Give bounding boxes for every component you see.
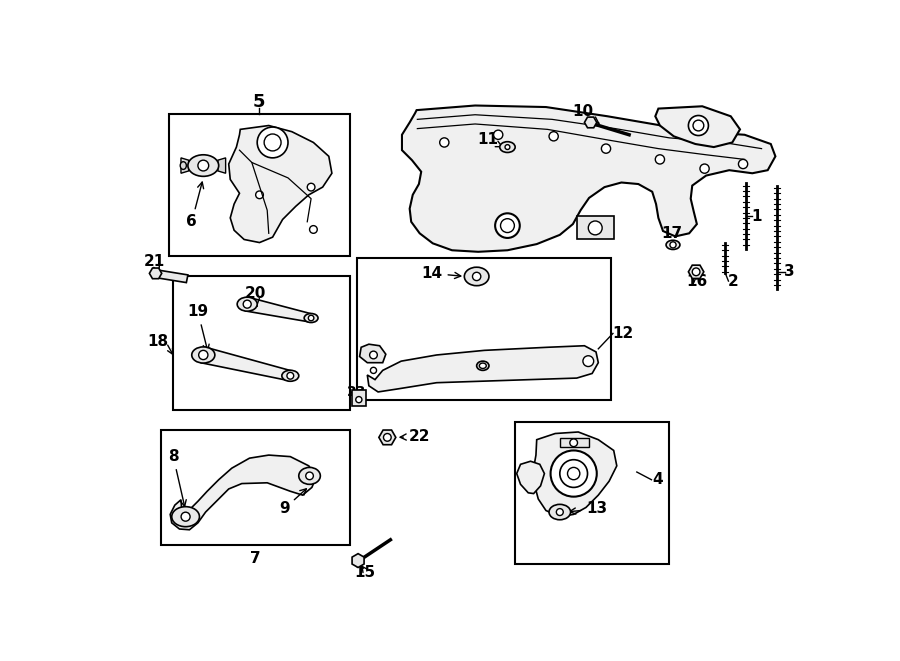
Ellipse shape bbox=[299, 467, 320, 485]
Circle shape bbox=[370, 351, 377, 359]
Text: 10: 10 bbox=[572, 104, 598, 123]
Ellipse shape bbox=[549, 504, 571, 520]
Ellipse shape bbox=[172, 507, 200, 527]
Bar bbox=[357, 258, 611, 401]
Circle shape bbox=[307, 183, 315, 191]
Polygon shape bbox=[229, 126, 332, 243]
Circle shape bbox=[556, 508, 563, 516]
Polygon shape bbox=[170, 455, 317, 529]
Circle shape bbox=[570, 439, 578, 447]
Circle shape bbox=[500, 219, 515, 233]
Circle shape bbox=[371, 368, 376, 373]
Bar bbox=[173, 276, 349, 410]
Ellipse shape bbox=[304, 313, 318, 323]
Ellipse shape bbox=[480, 363, 486, 368]
Text: 11: 11 bbox=[477, 132, 503, 147]
Text: 4: 4 bbox=[652, 472, 663, 487]
Ellipse shape bbox=[238, 297, 257, 311]
Text: 2: 2 bbox=[728, 274, 738, 289]
Polygon shape bbox=[218, 158, 226, 173]
Bar bbox=[515, 422, 670, 564]
Circle shape bbox=[738, 159, 748, 169]
Polygon shape bbox=[367, 346, 598, 392]
Circle shape bbox=[198, 160, 209, 171]
Bar bbox=[168, 114, 349, 256]
Text: 18: 18 bbox=[148, 334, 168, 348]
Circle shape bbox=[495, 214, 520, 238]
Text: 19: 19 bbox=[187, 304, 209, 351]
Polygon shape bbox=[246, 297, 312, 322]
Circle shape bbox=[257, 127, 288, 158]
Text: 8: 8 bbox=[168, 449, 186, 506]
Circle shape bbox=[655, 155, 664, 164]
Text: 6: 6 bbox=[186, 182, 203, 229]
Circle shape bbox=[505, 145, 510, 149]
Text: 12: 12 bbox=[612, 326, 634, 341]
Polygon shape bbox=[402, 106, 776, 252]
Circle shape bbox=[199, 350, 208, 360]
Circle shape bbox=[670, 242, 676, 248]
Circle shape bbox=[287, 372, 293, 379]
Ellipse shape bbox=[500, 141, 515, 153]
Circle shape bbox=[306, 472, 313, 480]
Text: 23: 23 bbox=[346, 385, 366, 399]
Circle shape bbox=[589, 221, 602, 235]
Ellipse shape bbox=[188, 155, 219, 176]
Polygon shape bbox=[560, 438, 590, 447]
Text: 5: 5 bbox=[253, 93, 265, 112]
Text: 1: 1 bbox=[752, 209, 762, 224]
Circle shape bbox=[310, 225, 318, 233]
Text: 22: 22 bbox=[400, 429, 430, 444]
Circle shape bbox=[601, 144, 610, 153]
Circle shape bbox=[356, 397, 362, 403]
Text: 13: 13 bbox=[570, 502, 608, 516]
Ellipse shape bbox=[666, 240, 680, 249]
Polygon shape bbox=[577, 216, 614, 239]
Ellipse shape bbox=[282, 370, 299, 381]
Text: 7: 7 bbox=[249, 551, 260, 566]
Circle shape bbox=[309, 315, 314, 321]
Polygon shape bbox=[181, 158, 189, 173]
Circle shape bbox=[440, 138, 449, 147]
Text: 16: 16 bbox=[686, 274, 707, 290]
Ellipse shape bbox=[477, 361, 489, 370]
Polygon shape bbox=[534, 432, 616, 517]
Circle shape bbox=[560, 459, 588, 487]
Circle shape bbox=[693, 120, 704, 131]
Text: 3: 3 bbox=[784, 264, 795, 280]
Bar bbox=[352, 391, 365, 406]
Circle shape bbox=[264, 134, 281, 151]
Circle shape bbox=[583, 356, 594, 367]
Circle shape bbox=[243, 300, 251, 308]
Text: 17: 17 bbox=[662, 226, 683, 241]
Text: 14: 14 bbox=[421, 266, 461, 281]
Polygon shape bbox=[360, 344, 386, 363]
Ellipse shape bbox=[180, 162, 186, 169]
Polygon shape bbox=[202, 347, 292, 381]
Ellipse shape bbox=[464, 267, 489, 286]
Polygon shape bbox=[517, 461, 544, 494]
Text: 9: 9 bbox=[279, 488, 306, 516]
Circle shape bbox=[568, 467, 580, 480]
Circle shape bbox=[256, 191, 264, 199]
Circle shape bbox=[549, 132, 558, 141]
Polygon shape bbox=[655, 106, 740, 147]
Circle shape bbox=[493, 130, 503, 139]
Text: 21: 21 bbox=[144, 254, 166, 272]
Circle shape bbox=[692, 268, 700, 276]
Ellipse shape bbox=[192, 347, 215, 363]
Circle shape bbox=[700, 164, 709, 173]
Circle shape bbox=[472, 272, 481, 281]
Text: 15: 15 bbox=[355, 564, 375, 580]
Circle shape bbox=[383, 434, 392, 442]
Circle shape bbox=[688, 116, 708, 136]
Bar bbox=[161, 430, 349, 545]
Circle shape bbox=[181, 512, 190, 521]
Text: 20: 20 bbox=[245, 286, 266, 307]
Polygon shape bbox=[158, 270, 188, 283]
Circle shape bbox=[551, 450, 597, 496]
